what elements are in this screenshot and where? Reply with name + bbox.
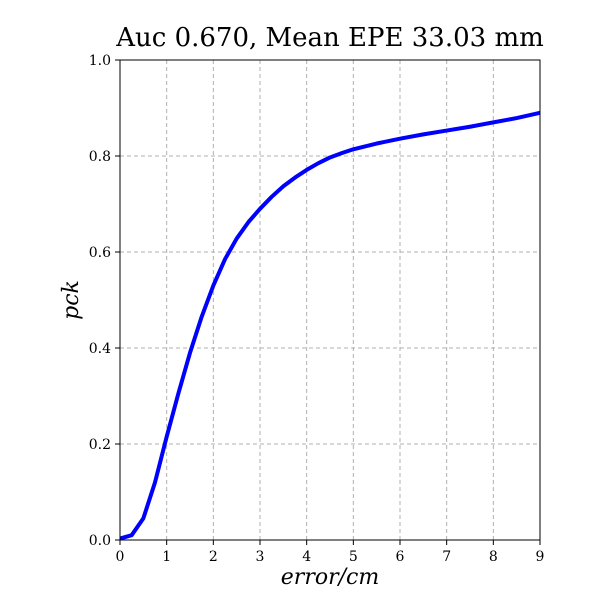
x-axis-label: error/cm xyxy=(281,565,379,590)
x-tick-label: 5 xyxy=(349,549,358,565)
y-tick-label: 0.4 xyxy=(89,341,111,357)
plot-frame xyxy=(119,59,541,541)
x-tick-label: 7 xyxy=(442,549,451,565)
y-axis-label: pck xyxy=(59,280,84,320)
axis-ticks: 0 1 2 3 4 5 6 7 8 9 0.0 0.2 0.4 0.6 0.8 1.0 xyxy=(89,53,545,565)
y-tick-label: 0.2 xyxy=(89,437,111,453)
y-tick-label: 0.0 xyxy=(89,533,111,549)
x-tick-label: 3 xyxy=(256,549,265,565)
y-tick-label: 1.0 xyxy=(89,53,111,69)
grid-lines xyxy=(119,59,541,541)
x-tick-label: 9 xyxy=(536,549,545,565)
x-tick-label: 4 xyxy=(302,549,311,565)
x-tick-label: 6 xyxy=(396,549,405,565)
y-tick-label: 0.8 xyxy=(89,149,111,165)
series-layer xyxy=(119,110,541,541)
x-tick-label: 8 xyxy=(489,549,498,565)
x-tick-label: 0 xyxy=(116,549,125,565)
x-tick-label: 1 xyxy=(162,549,171,565)
x-tick-label: 2 xyxy=(209,549,218,565)
pck-curve-line xyxy=(119,110,541,541)
y-tick-label: 0.6 xyxy=(89,245,111,261)
chart-title: Auc 0.670, Mean EPE 33.03 mm xyxy=(115,23,544,53)
